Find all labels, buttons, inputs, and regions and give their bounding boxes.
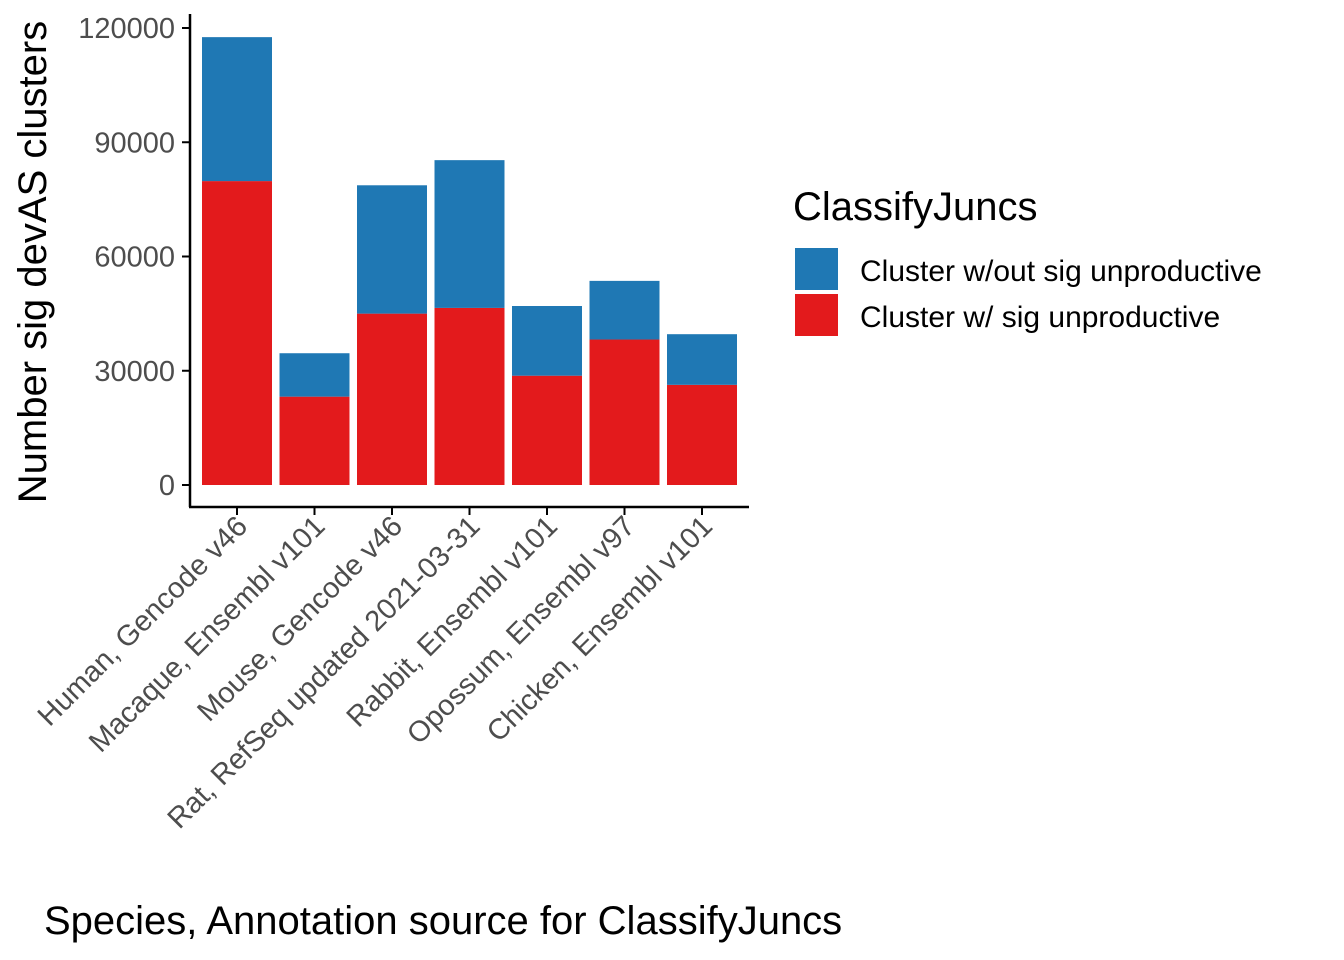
bar-segment-with-sig-4 xyxy=(512,375,582,485)
legend-swatch-with-sig xyxy=(795,294,838,336)
bars-layer xyxy=(202,37,737,485)
y-ticks: 0 30000 60000 90000 120000 xyxy=(78,13,190,502)
bar-segment-without-sig-0 xyxy=(202,37,272,182)
y-tick-label-2: 60000 xyxy=(94,242,175,274)
legend-label-without-sig: Cluster w/out sig unproductive xyxy=(860,255,1262,288)
bar-segment-with-sig-2 xyxy=(357,313,427,485)
legend-swatch-without-sig xyxy=(795,248,838,290)
bar-segment-with-sig-6 xyxy=(667,384,737,485)
bar-segment-without-sig-3 xyxy=(434,160,505,308)
y-tick-label-4: 120000 xyxy=(78,13,175,45)
bar-segment-without-sig-4 xyxy=(512,306,582,376)
bar-segment-without-sig-2 xyxy=(357,185,427,314)
legend: ClassifyJuncs Cluster w/out sig unproduc… xyxy=(793,185,1262,336)
bar-segment-without-sig-6 xyxy=(667,334,737,385)
y-axis-title: Number sig devAS clusters xyxy=(11,21,55,503)
x-axis-title: Species, Annotation source for ClassifyJ… xyxy=(44,899,842,943)
y-tick-label-3: 90000 xyxy=(94,127,175,159)
y-tick-label-1: 30000 xyxy=(94,356,175,388)
bar-segment-with-sig-5 xyxy=(589,339,660,485)
legend-label-with-sig: Cluster w/ sig unproductive xyxy=(860,301,1220,334)
bar-segment-with-sig-1 xyxy=(279,396,350,485)
bar-segment-with-sig-0 xyxy=(202,181,272,485)
bar-segment-with-sig-3 xyxy=(434,307,505,485)
legend-title: ClassifyJuncs xyxy=(793,185,1038,229)
y-tick-label-0: 0 xyxy=(159,470,175,502)
bar-segment-without-sig-1 xyxy=(279,353,350,397)
bar-segment-without-sig-5 xyxy=(589,280,660,340)
